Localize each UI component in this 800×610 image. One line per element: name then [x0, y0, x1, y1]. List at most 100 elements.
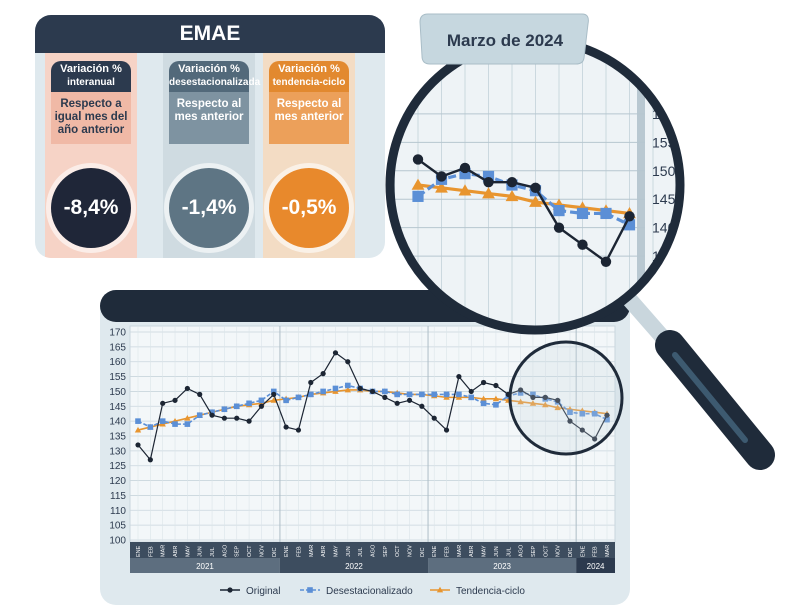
point	[332, 385, 339, 392]
card-column: Variación % interanual Respecto a igual m…	[45, 53, 137, 258]
x-tick-label: DIC	[420, 548, 426, 558]
zoom-title: Marzo de 2024	[447, 31, 564, 50]
point	[172, 421, 178, 427]
point	[493, 402, 499, 408]
point	[196, 412, 203, 418]
point	[221, 415, 227, 421]
x-tick-label: SEP	[383, 546, 389, 557]
point	[468, 394, 475, 401]
point	[458, 184, 472, 196]
point	[443, 427, 450, 433]
subheader-text: desestacionalizada	[169, 77, 261, 88]
y-tick-label: 165	[109, 342, 126, 353]
x-tick-label: ABR	[321, 546, 327, 557]
point	[459, 162, 471, 174]
point	[542, 394, 548, 400]
point	[234, 415, 240, 421]
point	[482, 187, 495, 199]
series-line	[417, 183, 630, 216]
series-line	[417, 172, 631, 227]
x-tick-label: OCT	[543, 545, 549, 557]
point	[320, 388, 326, 395]
subheader-text: interanual	[67, 77, 115, 88]
y-tick-label: 170	[109, 328, 126, 339]
x-tick-label: JUN	[494, 546, 500, 557]
point	[517, 390, 524, 396]
point	[480, 395, 487, 402]
legend-marker	[227, 587, 233, 593]
point	[271, 391, 277, 397]
x-tick-label: MAR	[605, 545, 611, 557]
point	[406, 391, 413, 398]
x-tick-label: MAY	[333, 545, 339, 557]
point	[209, 412, 215, 418]
point	[468, 388, 474, 395]
description: Respecto al mes anterior	[269, 92, 349, 144]
x-tick-label: JUL	[210, 547, 216, 557]
point	[579, 427, 585, 433]
point	[159, 418, 166, 424]
point	[576, 207, 589, 220]
point	[431, 415, 437, 421]
y-tick-label: 110	[110, 506, 126, 517]
series-line	[137, 384, 608, 428]
point	[604, 412, 610, 418]
point	[529, 195, 542, 207]
point	[530, 182, 541, 194]
y-tick-label: 160	[109, 357, 126, 368]
point	[357, 385, 363, 392]
point	[344, 386, 352, 393]
point	[604, 416, 610, 423]
point	[591, 410, 598, 417]
y-tick-label: 140	[109, 417, 126, 428]
point	[482, 170, 495, 183]
y-tick-label: 130	[109, 446, 126, 457]
point	[577, 239, 588, 250]
year-label: 2023	[493, 562, 511, 571]
point	[135, 442, 141, 448]
point	[382, 394, 388, 400]
magnifier-handle-neck	[623, 294, 672, 346]
point	[307, 391, 314, 398]
point	[567, 418, 573, 424]
lens-small	[508, 340, 624, 456]
year-band	[279, 558, 429, 573]
x-tick-label: JUL	[358, 547, 364, 557]
point	[435, 181, 448, 193]
kpi-value: -8,4%	[51, 168, 131, 248]
point	[209, 409, 215, 416]
point	[246, 400, 252, 407]
x-tick-label: JUL	[506, 547, 512, 557]
point	[221, 406, 228, 413]
kpi-value: -0,5%	[269, 168, 349, 248]
x-tick-label: ABR	[469, 546, 475, 557]
x-tick-label: MAR	[309, 545, 315, 557]
point	[436, 171, 447, 182]
point	[553, 222, 565, 233]
x-tick-label: DIC	[568, 548, 574, 558]
point	[246, 418, 252, 424]
point	[456, 391, 462, 398]
year-label: 2022	[345, 562, 363, 571]
point	[345, 359, 351, 365]
point	[283, 397, 289, 404]
x-tick-label: AGO	[222, 544, 228, 557]
point	[459, 168, 471, 180]
y-tick-label: 100	[109, 536, 126, 547]
header-text: Variación %	[278, 63, 340, 75]
point	[412, 190, 424, 202]
point	[172, 397, 178, 403]
x-tick-label: ABR	[173, 546, 179, 557]
point	[505, 189, 519, 202]
column-header: Variación % tendencia-ciclo	[269, 61, 349, 92]
point	[332, 350, 339, 356]
x-tick-label: FEB	[593, 546, 599, 557]
x-tick-label: MAR	[457, 545, 463, 557]
point	[197, 391, 203, 397]
point	[406, 397, 413, 403]
header-text: Variación %	[178, 63, 240, 75]
legend-label: Original	[246, 586, 280, 597]
x-tick-label: FEB	[148, 546, 154, 557]
y-tick-label: 135	[109, 432, 126, 443]
